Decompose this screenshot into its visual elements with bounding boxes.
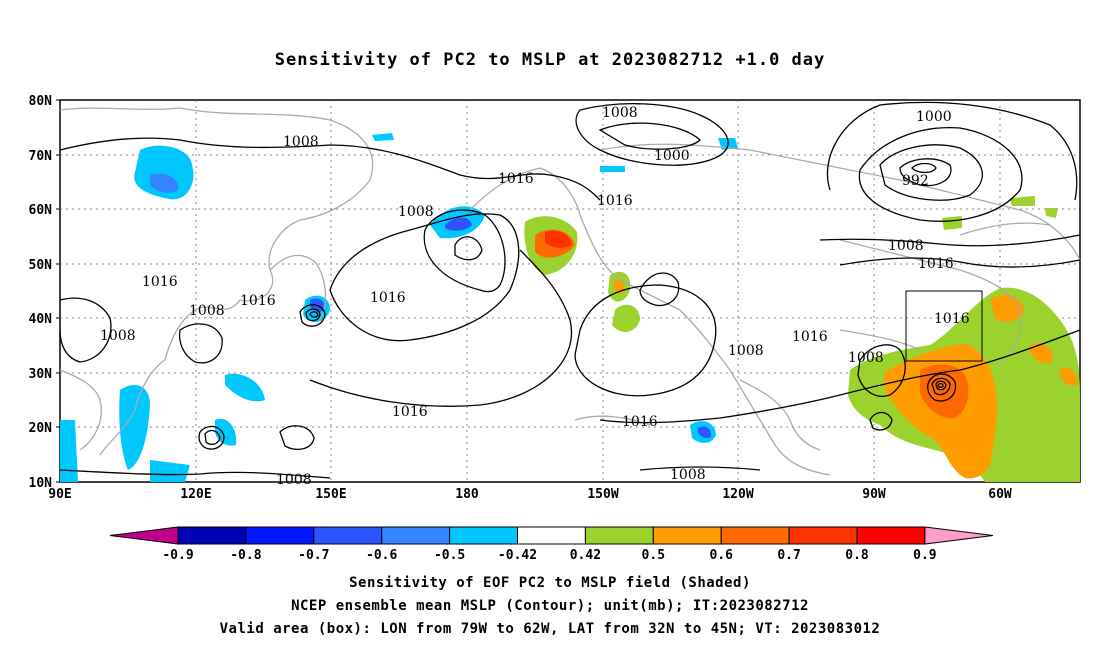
contour-label: 1016 <box>918 256 954 272</box>
lat-tick-label: 80N <box>29 94 53 109</box>
lat-tick-label: 50N <box>29 258 53 273</box>
lon-tick-label: 60W <box>988 487 1012 502</box>
colorbar-label: 0.5 <box>642 548 665 563</box>
colorbar-right-arrow <box>924 526 993 545</box>
colorbar <box>109 526 993 545</box>
colorbar-label: 0.42 <box>570 548 601 563</box>
colorbar-segment <box>177 526 247 545</box>
colorbar-left-arrow <box>109 526 179 545</box>
caption-contour: NCEP ensemble mean MSLP (Contour); unit(… <box>291 598 809 614</box>
colorbar-segment <box>720 526 790 545</box>
contour-label: 1016 <box>792 329 828 345</box>
lat-axis: 80N 70N 60N 50N 40N 30N 20N 10N <box>29 94 53 491</box>
colorbar-label: -0.42 <box>498 548 537 563</box>
contour-label: 1000 <box>916 109 952 125</box>
contour-label: 1016 <box>597 193 633 209</box>
contour-label: 1016 <box>240 293 276 309</box>
contour-label: 1016 <box>370 290 406 306</box>
contour-label: 1008 <box>398 204 434 220</box>
colorbar-label: -0.6 <box>366 548 397 563</box>
colorbar-label: -0.5 <box>434 548 465 563</box>
contour-label: 1016 <box>934 311 970 327</box>
lat-tick-label: 60N <box>29 203 53 218</box>
colorbar-label: 0.6 <box>709 548 733 563</box>
lon-tick-label: 150W <box>587 487 618 502</box>
colorbar-segment <box>381 526 451 545</box>
contour-label: 1008 <box>283 134 319 150</box>
colorbar-segment <box>584 526 654 545</box>
colorbar-labels: -0.9 -0.8 -0.7 -0.6 -0.5 -0.42 0.42 0.5 0.6 0.7 0.… <box>162 548 936 563</box>
mslp-contours <box>59 101 1081 479</box>
contour-label: 1008 <box>728 343 764 359</box>
lat-ticks <box>56 99 60 483</box>
contour-labels: 1008 1008 1000 1000 992 1016 1016 1008 1… <box>100 105 970 488</box>
colorbar-label: -0.9 <box>162 548 193 563</box>
lon-tick-label: 150E <box>315 487 346 502</box>
lat-tick-label: 10N <box>29 476 53 491</box>
colorbar-segment <box>652 526 722 545</box>
caption-shaded: Sensitivity of EOF PC2 to MSLP field (Sh… <box>349 575 751 591</box>
caption-valid-area: Valid area (box): LON from 79W to 62W, L… <box>219 621 881 637</box>
lon-tick-label: 180 <box>455 487 479 502</box>
contour-label: 1008 <box>670 467 706 483</box>
colorbar-label: -0.7 <box>298 548 329 563</box>
colorbar-label: 0.7 <box>777 548 800 563</box>
contour-label: 1016 <box>498 171 534 187</box>
lat-tick-label: 70N <box>29 149 53 164</box>
lon-tick-label: 120W <box>722 487 753 502</box>
colorbar-segment <box>245 526 315 545</box>
contour-label: 1008 <box>276 472 312 488</box>
contour-label: 1000 <box>654 148 690 164</box>
colorbar-segment <box>856 526 926 545</box>
lat-tick-label: 40N <box>29 312 53 327</box>
contour-label: 1008 <box>602 105 638 121</box>
lat-tick-label: 30N <box>29 367 53 382</box>
map-title: Sensitivity of PC2 to MSLP at 2023082712… <box>274 50 826 70</box>
contour-label: 1016 <box>392 404 428 420</box>
lon-tick-label: 120E <box>180 487 211 502</box>
contour-label: 1008 <box>100 328 136 344</box>
valid-area-box <box>905 290 983 362</box>
lon-tick-label: 90E <box>48 487 71 502</box>
colorbar-segment <box>517 526 586 545</box>
colorbar-label: -0.8 <box>230 548 261 563</box>
colorbar-label: 0.9 <box>913 548 936 563</box>
contour-label: 992 <box>902 173 929 189</box>
contour-label: 1008 <box>888 238 924 254</box>
contour-label: 1016 <box>622 414 658 430</box>
lon-axis: 90E 120E 150E 180 150W 120W 90W 60W <box>48 487 1012 502</box>
lon-tick-label: 90W <box>862 487 886 502</box>
contour-label: 1016 <box>142 274 178 290</box>
shaded-sensitivity <box>60 133 1080 482</box>
lat-tick-label: 20N <box>29 421 53 436</box>
colorbar-segment <box>788 526 858 545</box>
contour-label: 1008 <box>189 303 225 319</box>
colorbar-segment <box>449 526 519 545</box>
colorbar-segment <box>313 526 383 545</box>
colorbar-label: 0.8 <box>845 548 869 563</box>
contour-label: 1008 <box>848 350 884 366</box>
